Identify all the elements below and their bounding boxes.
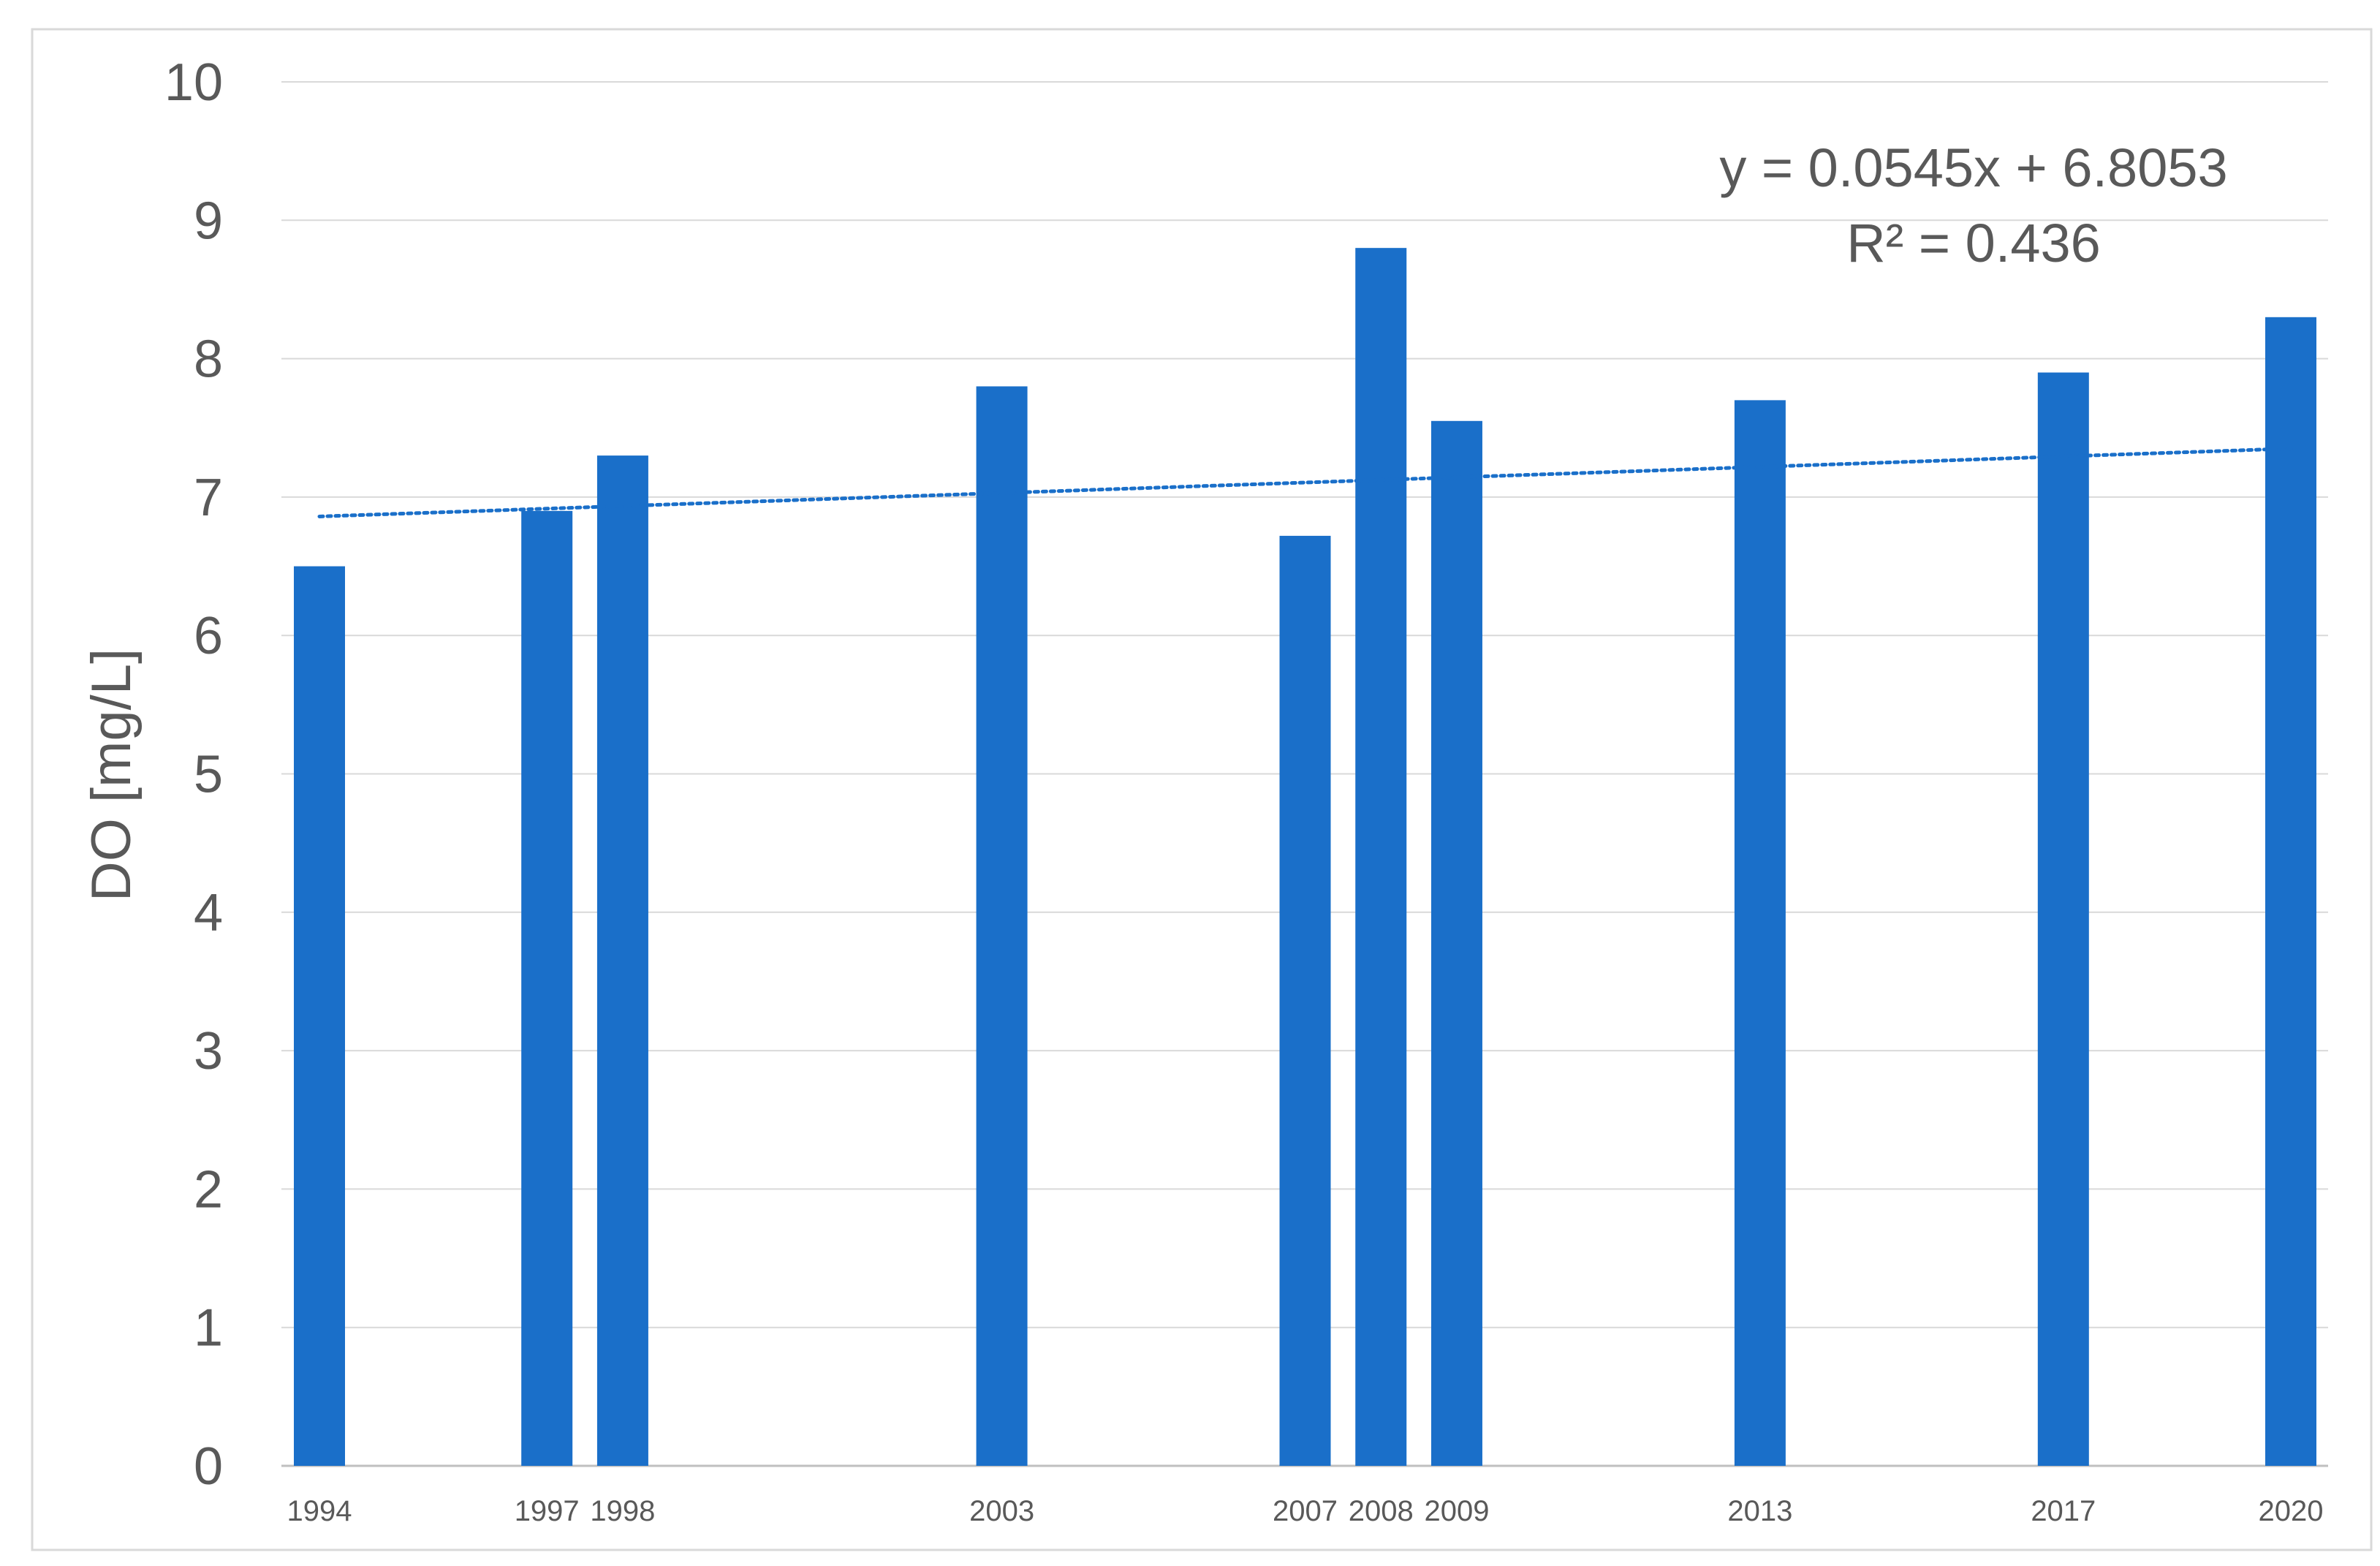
chart-border — [31, 28, 2373, 1551]
bar — [1355, 248, 1407, 1466]
x-axis-ticks: 1994 1997 1998 2003 2007 2008 2009 2013 2017 2020 — [287, 1495, 2324, 1527]
x-tick-label: 2013 — [1727, 1495, 1792, 1527]
bar — [976, 386, 1028, 1467]
x-tick-label: 2003 — [969, 1495, 1034, 1527]
trendline-group — [317, 447, 2293, 518]
trendline — [317, 447, 2293, 518]
y-tick-label: 5 — [194, 746, 223, 804]
bar — [1734, 400, 1786, 1466]
y-tick-label: 0 — [194, 1437, 223, 1496]
trendline-equation: y = 0.0545x + 6.8053 — [1719, 137, 2227, 198]
y-tick-label: 2 — [194, 1160, 223, 1219]
x-tick-label: 1997 — [515, 1495, 580, 1527]
bar — [2037, 372, 2089, 1466]
bar — [294, 566, 345, 1466]
bars — [294, 248, 2316, 1467]
bar — [2265, 317, 2316, 1466]
bar — [596, 455, 648, 1466]
bar — [1430, 420, 1482, 1467]
x-tick-label: 2017 — [2031, 1495, 2096, 1527]
x-tick-label: 1994 — [287, 1495, 352, 1527]
trendline-r-squared: R² = 0.436 — [1846, 213, 2101, 273]
y-tick-label: 7 — [194, 469, 223, 527]
y-axis-ticks: 0 1 2 3 4 5 6 7 8 9 10 — [164, 53, 223, 1496]
y-tick-label: 6 — [194, 607, 223, 665]
y-tick-label: 3 — [194, 1022, 223, 1081]
bar — [1279, 535, 1331, 1466]
x-tick-label: 2009 — [1424, 1495, 1489, 1527]
y-tick-label: 4 — [194, 884, 223, 942]
y-tick-label: 10 — [164, 53, 223, 112]
x-tick-label: 2007 — [1273, 1495, 1338, 1527]
y-tick-label: 8 — [194, 330, 223, 389]
y-tick-label: 1 — [194, 1299, 223, 1358]
bar — [521, 510, 573, 1466]
y-axis-title: DO [mg/L] — [80, 648, 143, 901]
y-tick-label: 9 — [194, 192, 223, 250]
x-tick-label: 2008 — [1349, 1495, 1414, 1527]
x-tick-label: 2020 — [2259, 1495, 2324, 1527]
x-tick-label: 1998 — [590, 1495, 655, 1527]
